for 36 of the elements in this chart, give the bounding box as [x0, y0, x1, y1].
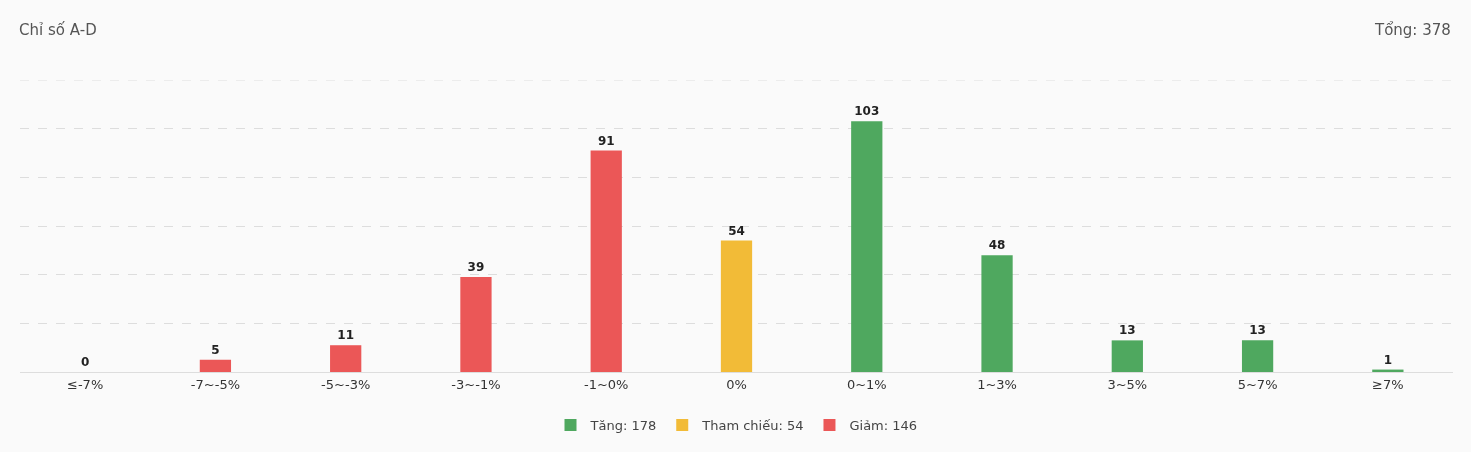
x-tick-label: -1~0% — [583, 376, 629, 392]
data-label: 54 — [728, 223, 745, 238]
x-tick-label: ≥7% — [1372, 376, 1404, 392]
legend-label: Giảm: 146 — [849, 417, 918, 433]
x-tick-label: 0% — [726, 376, 747, 392]
x-tick-label: -3~-1% — [451, 376, 501, 392]
data-label: 5 — [211, 342, 220, 357]
bar — [981, 255, 1013, 372]
data-label: 91 — [597, 133, 615, 148]
data-label: 13 — [1118, 323, 1136, 338]
chart-title: Chỉ số A-D — [19, 20, 97, 39]
bar — [1111, 340, 1143, 372]
data-label: 11 — [337, 328, 355, 343]
x-tick-label: ≤-7% — [67, 376, 104, 392]
legend-label: Tăng: 178 — [589, 417, 657, 433]
x-tick-label: -5~-3% — [321, 376, 371, 392]
bar — [460, 277, 492, 372]
data-label: 48 — [988, 238, 1006, 253]
x-tick-label: 3~5% — [1107, 376, 1148, 392]
data-label: 13 — [1249, 323, 1266, 338]
bar — [720, 240, 753, 372]
x-tick-label: 5~7% — [1237, 376, 1278, 392]
legend-label: Tham chiếu: 54 — [701, 417, 804, 433]
x-tick-label: -7~-5% — [190, 376, 240, 392]
bar — [199, 359, 232, 372]
data-label: 1 — [1383, 352, 1393, 367]
data-label: 39 — [467, 260, 485, 275]
bar — [330, 345, 362, 372]
x-tick-label: 0~1% — [846, 376, 887, 392]
bar — [851, 121, 883, 372]
x-tick-label: 1~3% — [977, 376, 1017, 392]
data-label: 0 — [80, 355, 90, 369]
text: Tổng: 378 — [1374, 21, 1451, 39]
bar — [1241, 340, 1274, 372]
data-label: 103 — [854, 104, 880, 119]
bar — [590, 150, 622, 372]
